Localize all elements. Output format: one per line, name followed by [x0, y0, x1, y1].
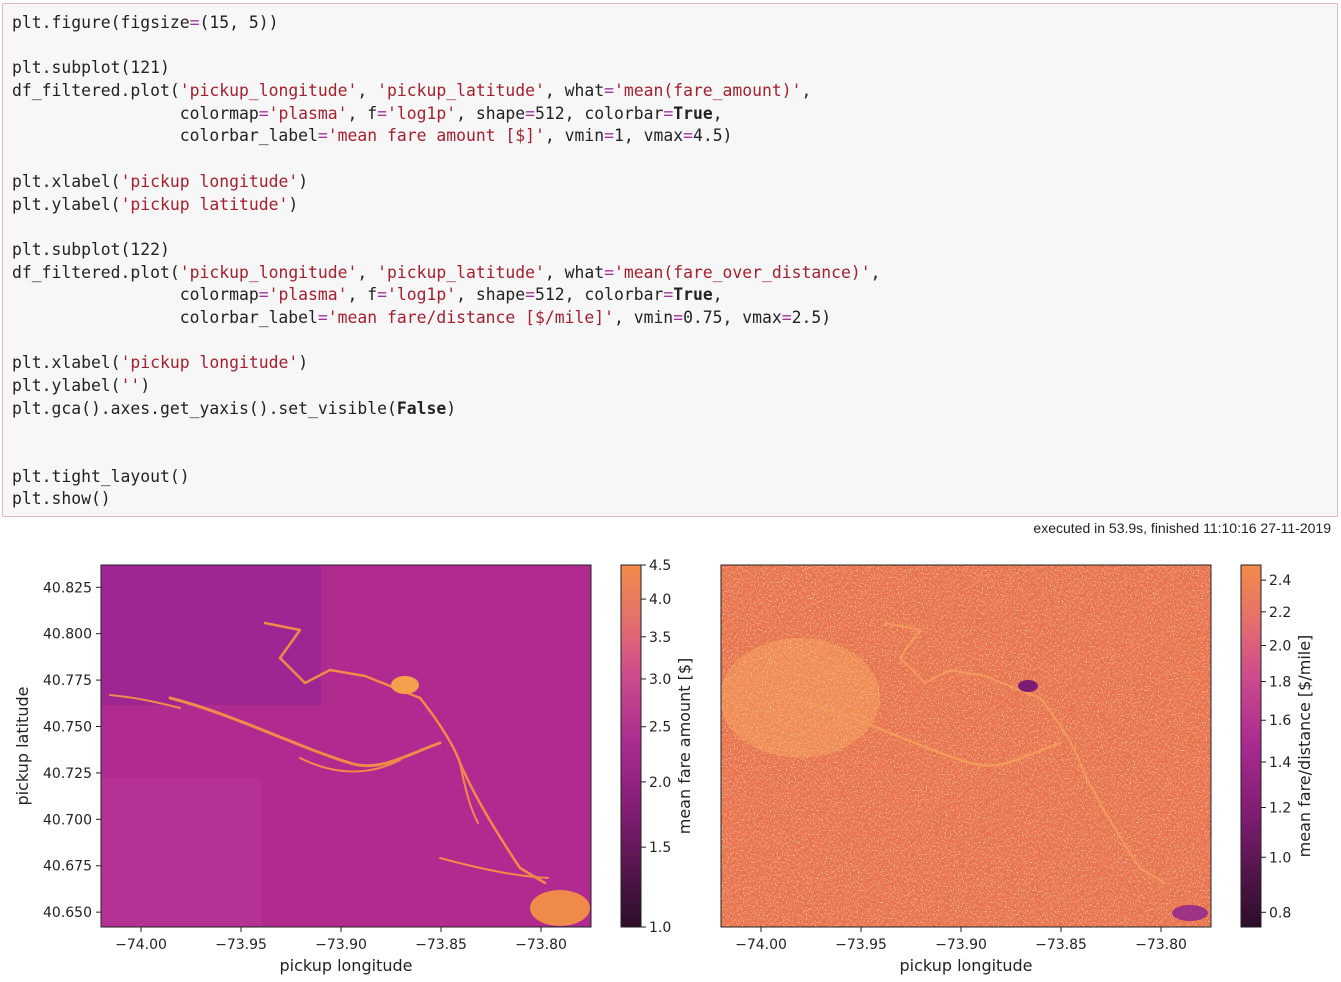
code-line: plt.tight_layout(): [12, 466, 190, 486]
road-traces: [109, 621, 549, 885]
heatmap-panel-fare-over-distance: −74.00 −73.95 −73.90 −73.85 −73.80 pickup lo…: [720, 564, 1314, 975]
colorbar-tick-label: 1.4: [1269, 755, 1291, 771]
code-line: plt.subplot(122): [12, 239, 170, 259]
colorbar: [620, 564, 642, 928]
x-tick-label: −73.95: [215, 937, 267, 953]
y-tick-label: 40.725: [43, 766, 92, 782]
x-tick-label: −73.85: [1035, 937, 1087, 953]
code-line: colormap='plasma', f='log1p', shape=512,…: [12, 103, 723, 123]
colorbar-tick-label: 1.2: [1269, 800, 1291, 816]
y-tick-label: 40.650: [43, 905, 92, 921]
sparse-pixel-noise: [101, 565, 591, 927]
colorbar-tick-label: 2.5: [649, 720, 671, 736]
y-tick-label: 40.775: [43, 673, 92, 689]
code-line: plt.xlabel('pickup longitude'): [12, 171, 309, 191]
y-tick-label: 40.675: [43, 859, 92, 875]
code-line: plt.figure(figsize=(15, 5)): [12, 13, 279, 32]
x-axis-label: pickup longitude: [900, 956, 1033, 975]
y-tick-label: 40.750: [43, 720, 92, 736]
x-tick-label: −74.00: [115, 937, 167, 953]
code-line: [12, 148, 880, 171]
x-tick-label: −73.80: [515, 937, 567, 953]
y-tick-label: 40.825: [43, 580, 92, 596]
code-line: [12, 35, 880, 58]
code-line: [12, 420, 880, 443]
y-tick-label: 40.700: [43, 812, 92, 828]
x-tick-label: −73.90: [935, 937, 987, 953]
x-axis-label: pickup longitude: [280, 956, 413, 975]
colorbar-tick-label: 1.0: [1269, 850, 1291, 866]
output-figure: −74.00 −73.95 −73.90 −73.85 −73.80 40.650 40.…: [13, 558, 1314, 975]
colorbar-tick-label: 2.2: [1269, 605, 1291, 621]
code-editor[interactable]: plt.figure(figsize=(15, 5)) plt.subplot(…: [12, 12, 880, 511]
x-tick-label: −73.90: [315, 937, 367, 953]
code-line: plt.show(): [12, 489, 111, 509]
y-tick-label: 40.800: [43, 627, 92, 643]
code-line: colorbar_label='mean fare/distance [$/mi…: [12, 307, 832, 327]
colorbar-tick-label: 3.0: [649, 672, 671, 688]
colorbar-tick-label: 4.0: [649, 592, 671, 608]
code-line: df_filtered.plot('pickup_longitude', 'pi…: [12, 81, 812, 101]
hotspot-midtown: [391, 676, 419, 694]
colorbar-tick-label: 2.0: [649, 775, 671, 791]
colorbar-tick-label: 2.0: [1269, 639, 1291, 655]
colorbar-label: mean fare amount [$]: [675, 658, 694, 835]
code-line: plt.gca().axes.get_yaxis().set_visible(F…: [12, 398, 457, 418]
x-tick-label: −74.00: [735, 937, 787, 953]
x-tick-label: −73.80: [1135, 937, 1187, 953]
hotspot-airport: [530, 890, 590, 926]
axes-frame: [720, 564, 1212, 928]
code-line: df_filtered.plot('pickup_longitude', 'pi…: [12, 262, 881, 282]
heatmap-panel-fare-amount: −74.00 −73.95 −73.90 −73.85 −73.80 40.650 40.…: [13, 558, 694, 975]
colorbar-label: mean fare/distance [$/mile]: [1295, 635, 1314, 858]
code-line: plt.xlabel('pickup longitude'): [12, 353, 309, 373]
colorbar-tick-label: 0.8: [1269, 905, 1291, 921]
code-line: [12, 443, 880, 466]
hotspot-low-rate: [1018, 680, 1038, 692]
y-axis-label: pickup latitude: [13, 687, 32, 806]
sparse-pixel-noise: [721, 565, 1211, 927]
colorbar-tick-label: 2.4: [1269, 573, 1291, 589]
code-line: [12, 216, 880, 239]
code-cell[interactable]: plt.figure(figsize=(15, 5)) plt.subplot(…: [2, 3, 1338, 517]
code-line: colormap='plasma', f='log1p', shape=512,…: [12, 285, 723, 305]
hotspot-airport: [1172, 905, 1208, 921]
code-line: plt.ylabel('pickup latitude'): [12, 194, 299, 214]
code-line: plt.subplot(121): [12, 58, 170, 78]
colorbar-tick-label: 1.8: [1269, 675, 1291, 691]
code-line: colorbar_label='mean fare amount [$]', v…: [12, 126, 733, 146]
axes-frame: [100, 564, 592, 928]
colorbar-tick-label: 1.5: [649, 840, 671, 856]
code-line: [12, 330, 880, 353]
x-tick-label: −73.85: [415, 937, 467, 953]
colorbar: [1240, 564, 1262, 928]
execution-status: executed in 53.9s, finished 11:10:16 27-…: [1033, 520, 1331, 536]
colorbar-tick-label: 4.5: [649, 558, 671, 574]
code-line: plt.ylabel(''): [12, 376, 151, 395]
x-tick-label: −73.95: [835, 937, 887, 953]
colorbar-tick-label: 1.0: [649, 920, 671, 936]
colorbar-tick-label: 3.5: [649, 630, 671, 646]
road-traces: [788, 622, 1166, 884]
colorbar-tick-label: 1.6: [1269, 713, 1291, 729]
